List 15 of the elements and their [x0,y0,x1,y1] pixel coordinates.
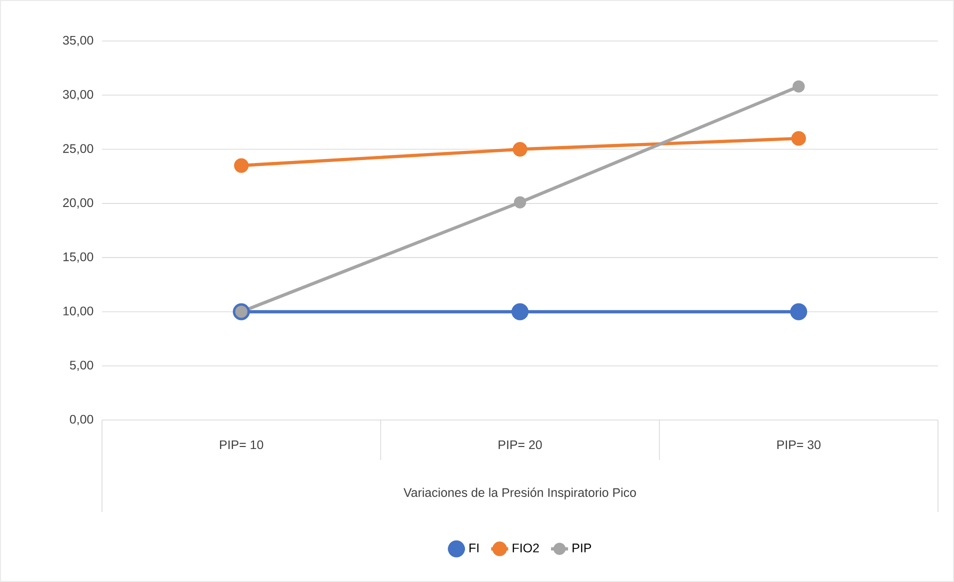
x-tick-label: PIP= 30 [777,440,821,450]
legend-label: FI [470,544,478,552]
y-tick-label: 25,00 [63,144,94,154]
y-tick-label: 5,00 [70,360,94,371]
x-axis-title: Variaciones de la Presión Inspiratorio Pico [404,488,636,500]
legend-label: PIP [572,544,592,552]
y-tick-label: 35,00 [62,36,94,46]
y-tick-label: 10,00 [63,306,94,317]
x-tick-label: PIP= 20 [498,440,542,450]
y-tick-label: 15,00 [63,252,94,263]
y-tick-label: 0,00 [70,414,94,426]
y-tick-label: 30,00 [62,90,94,100]
legend-label: FIO2 [512,544,539,552]
y-tick-label: 20,00 [63,198,94,209]
x-tick-label: PIP= 10 [220,440,264,450]
